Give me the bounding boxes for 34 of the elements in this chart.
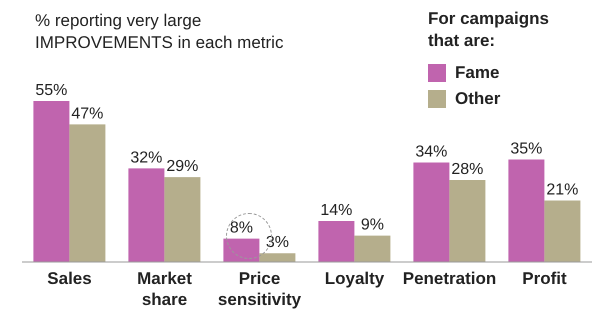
bar [318,221,354,262]
data-label: 34% [415,143,448,160]
legend-title: For campaigns that are: [428,8,550,52]
bar [508,160,544,262]
data-label: 3% [266,234,289,252]
x-tick-label: Sales [47,269,92,288]
bar [449,180,486,262]
x-tick-label: Loyalty [324,269,385,288]
data-label: 35% [510,140,542,158]
x-tick-label: Profit [522,269,568,288]
bar [69,124,106,262]
x-tick-label: Penetration [402,269,496,288]
chart-title: % reporting very large IMPROVEMENTS in each metric [35,10,284,54]
bar [413,162,450,262]
data-label: 8% [230,220,253,237]
legend-label: Other [454,88,502,110]
data-label: 32% [130,149,162,166]
legend-label: Fame [454,62,500,84]
bar [223,238,260,262]
bar [354,236,390,262]
x-tick-label: Price sensitivity [218,269,302,309]
bar [128,168,164,262]
data-label: 21% [546,182,578,199]
data-label: 28% [451,161,484,178]
data-label: 29% [166,158,198,176]
data-label: 55% [35,82,68,99]
data-label: 9% [360,216,384,234]
data-label: 47% [71,105,104,122]
bar [544,200,580,262]
bar [33,101,70,262]
data-label: 14% [320,202,352,220]
x-tick-label: Market share [137,269,192,309]
bar [164,177,200,262]
bar [259,253,296,262]
